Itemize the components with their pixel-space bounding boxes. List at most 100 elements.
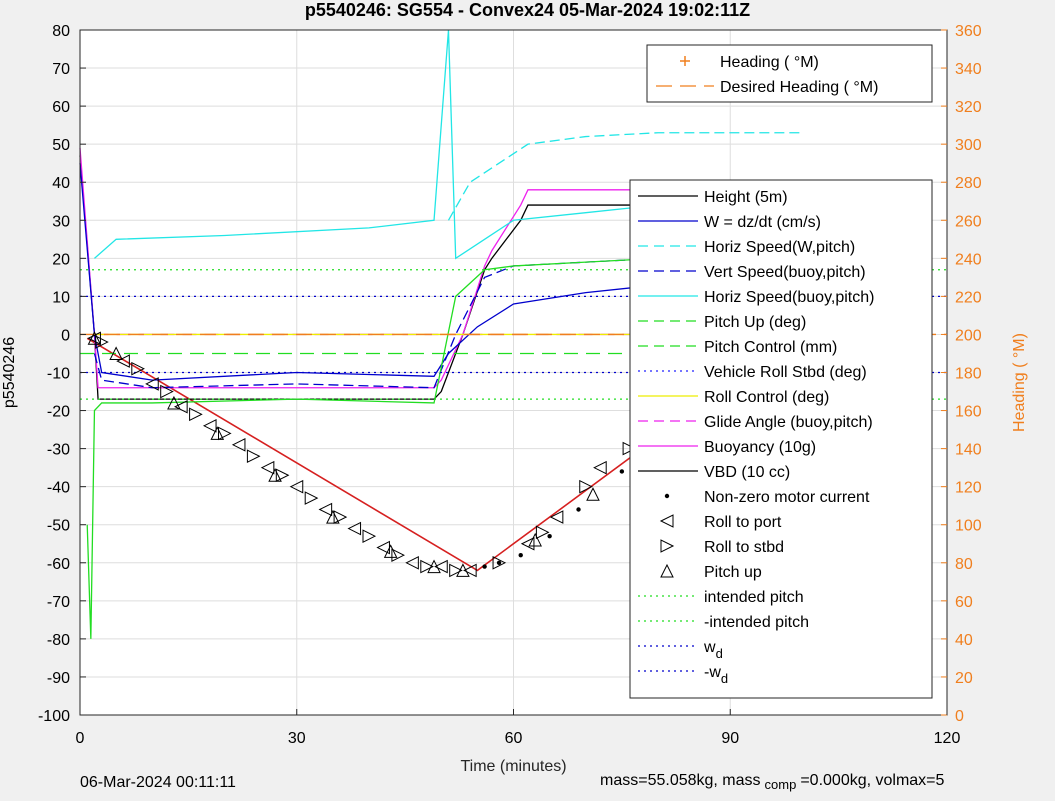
y-right-tick-label: 20 xyxy=(955,670,973,687)
motor-current-dot xyxy=(482,564,487,569)
legend-triangle xyxy=(660,539,675,553)
legend-top-label: Desired Heading ( °M) xyxy=(720,79,878,96)
pitch-up-marker xyxy=(109,346,123,360)
roll-stbd-marker xyxy=(420,559,434,574)
roll-port-marker xyxy=(434,559,448,574)
y-tick-label: 80 xyxy=(52,23,70,40)
y-right-tick-label: 360 xyxy=(955,23,982,40)
footer-mass-a: mass=55.058kg, mass xyxy=(600,772,761,789)
y-tick-label: -70 xyxy=(47,594,70,611)
x-tick-label: 0 xyxy=(76,730,85,747)
roll-port-marker xyxy=(405,555,419,570)
legend-sub: d xyxy=(716,646,723,661)
legend-main-label: -intended pitch xyxy=(704,614,809,631)
roll-stbd-marker xyxy=(189,407,203,422)
roll-stbd-marker xyxy=(95,335,109,349)
roll-stbd-marker xyxy=(304,491,319,505)
roll-port-marker xyxy=(116,354,130,368)
legend-main-label: Height (5m) xyxy=(704,189,788,206)
roll-stbd-marker xyxy=(218,426,232,441)
y-right-tick-label: 280 xyxy=(955,175,982,192)
legend-main-box xyxy=(629,179,933,699)
legend-top-box xyxy=(646,44,933,103)
pitch-up-marker xyxy=(528,532,542,547)
series-line xyxy=(447,132,803,221)
roll-port-marker xyxy=(202,418,217,433)
pitch-up-marker xyxy=(268,468,282,482)
x-tick-label: 120 xyxy=(934,730,961,747)
roll-port-marker xyxy=(231,437,246,452)
pitch-up-marker xyxy=(87,331,102,345)
roll-port-marker xyxy=(549,510,564,524)
roll-port-marker xyxy=(289,479,304,494)
y-right-tick-label: 220 xyxy=(955,289,982,306)
y-right-tick-label: 240 xyxy=(955,251,982,268)
roll-port-marker xyxy=(463,563,477,578)
roll-stbd-marker xyxy=(579,479,593,494)
x-axis-label: Time (minutes) xyxy=(460,758,566,775)
motor-current-dot xyxy=(496,560,502,565)
pitch-up-marker xyxy=(326,509,340,524)
y-tick-label: 30 xyxy=(52,213,70,230)
y-tick-label: -90 xyxy=(47,670,70,687)
motor-current-dot xyxy=(619,469,625,474)
y-tick-label: 10 xyxy=(52,289,70,306)
y-axis-label: p5540246 xyxy=(1,337,18,408)
y-right-tick-label: 0 xyxy=(955,708,964,725)
pitch-up-marker xyxy=(586,487,600,501)
y-right-tick-label: 160 xyxy=(955,404,982,421)
legend-main-label: W = dz/dt (cm/s) xyxy=(704,214,821,231)
legend-main-label: Glide Angle (buoy,pitch) xyxy=(704,414,873,431)
motor-current-dot xyxy=(576,507,581,512)
legend-main-label: Horiz Speed(W,pitch) xyxy=(704,239,855,256)
y-right-tick-label: 120 xyxy=(955,480,982,497)
y-tick-label: -30 xyxy=(47,442,70,459)
legend-main-label: Vert Speed(buoy,pitch) xyxy=(704,264,866,281)
roll-port-marker xyxy=(174,399,188,414)
footer-mass-sub: comp xyxy=(764,777,797,793)
legend-main-label: Non-zero motor current xyxy=(704,489,870,506)
roll-port-marker xyxy=(145,377,159,391)
y-tick-label: 70 xyxy=(52,61,70,78)
y-right-tick-label: 260 xyxy=(955,213,982,230)
y-right-tick-label: 340 xyxy=(955,61,982,78)
y-tick-label: 0 xyxy=(61,327,70,344)
legend-sub: d xyxy=(721,671,728,686)
y-tick-label: -40 xyxy=(47,480,70,497)
y-right-tick-label: 40 xyxy=(955,632,973,649)
roll-stbd-marker xyxy=(246,449,261,464)
y-right-axis-label: Heading ( °M) xyxy=(1011,333,1028,432)
roll-stbd-marker xyxy=(449,563,463,578)
roll-stbd-marker xyxy=(131,361,145,376)
roll-port-marker xyxy=(347,521,362,536)
legend-main-label: intended pitch xyxy=(704,589,804,606)
y-right-tick-label: 300 xyxy=(955,137,982,154)
legend-main-label: VBD (10 cc) xyxy=(704,464,790,481)
x-tick-label: 90 xyxy=(721,730,739,747)
y-tick-label: -10 xyxy=(47,366,70,383)
roll-port-marker xyxy=(260,460,275,475)
pitch-up-marker xyxy=(167,395,181,410)
roll-stbd-marker xyxy=(275,468,290,483)
y-right-tick-label: 100 xyxy=(955,518,982,535)
roll-port-marker xyxy=(318,502,333,517)
motor-current-dot xyxy=(547,533,552,539)
y-right-tick-label: 140 xyxy=(955,442,982,459)
y-tick-label: 40 xyxy=(52,175,70,192)
y-tick-label: 60 xyxy=(52,99,70,116)
roll-port-marker xyxy=(593,460,607,475)
legend-main-label: Roll to port xyxy=(704,514,782,531)
y-tick-label: 50 xyxy=(52,137,70,154)
legend-main-label: Pitch Up (deg) xyxy=(704,314,806,331)
y-right-tick-label: 80 xyxy=(955,556,973,573)
y-tick-label: 20 xyxy=(52,251,70,268)
roll-stbd-marker xyxy=(622,441,637,456)
y-right-tick-label: 180 xyxy=(955,366,982,383)
pitch-up-marker xyxy=(383,544,398,558)
chart-title: p5540246: SG554 - Convex24 05-Mar-2024 1… xyxy=(304,0,751,20)
roll-stbd-marker xyxy=(362,529,377,543)
legend-main-label: Vehicle Roll Stbd (deg) xyxy=(704,364,867,381)
footer-mass: mass=55.058kg, mass comp =0.000kg, volmax=… xyxy=(600,772,944,792)
pitch-up-marker xyxy=(427,559,441,574)
